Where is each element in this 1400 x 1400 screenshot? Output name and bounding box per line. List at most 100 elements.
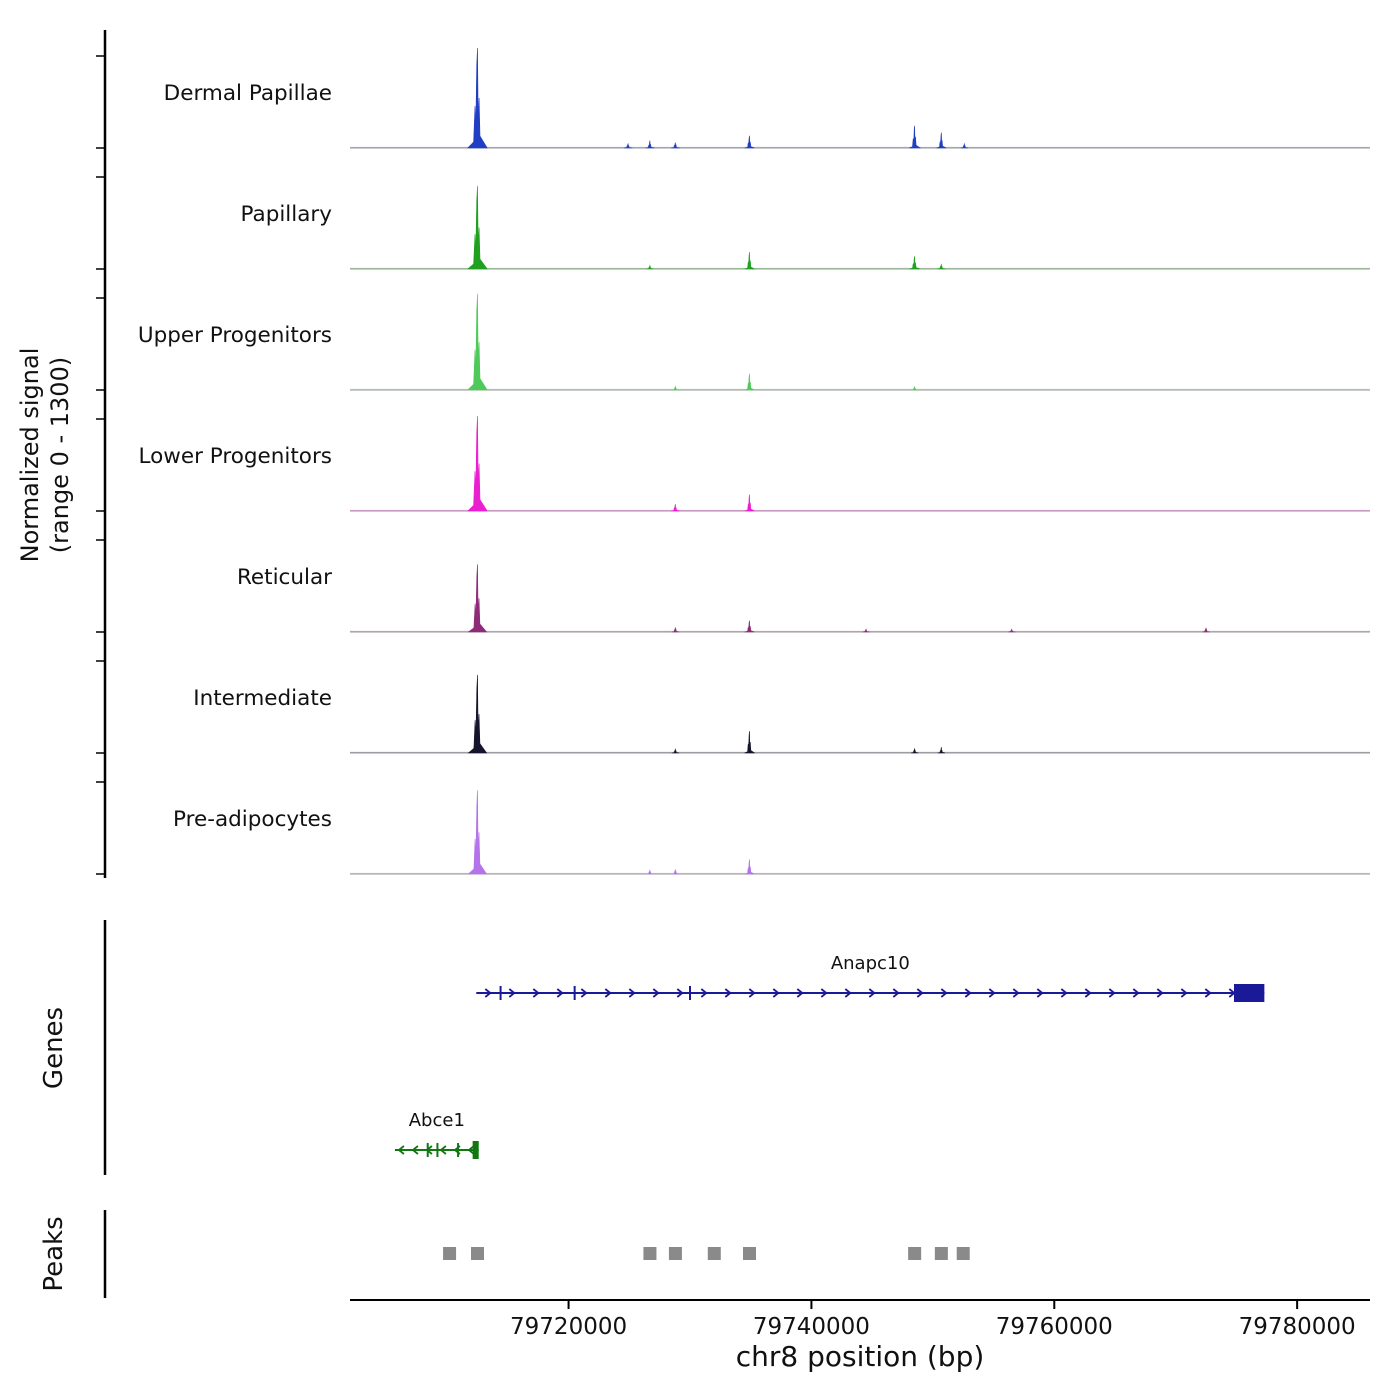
strand-arrow [988,988,996,998]
strand-arrow [397,1145,405,1155]
strand-arrow [772,988,780,998]
strand-arrow [604,988,612,998]
peak-region-box [668,1247,682,1260]
strand-arrow [1156,988,1164,998]
signal-peak [671,748,680,754]
signal-peak [744,620,755,633]
peak-region-box [908,1247,922,1260]
strand-arrow [467,1145,475,1155]
signal-peak [671,504,680,512]
gene-name-label: Abce1 [409,1110,465,1131]
signal-peak [744,494,756,512]
signal-peak [909,256,921,270]
gene-name-label: Anapc10 [831,953,910,974]
signal-peak [1008,628,1016,633]
x-axis-group: 79720000 79740000 79760000 79780000 [350,1299,1370,1340]
peak-region-box [934,1247,948,1260]
signal-peak [744,859,755,875]
gene-end-exon-block [472,1141,479,1159]
x-tick-label: 79780000 [1239,1314,1356,1340]
strand-arrow [916,988,924,998]
strand-arrow [1180,988,1188,998]
strand-arrow [532,988,540,998]
strand-arrow [1036,988,1044,998]
strand-arrow [700,988,708,998]
peak-region-box [443,1247,457,1260]
track-label: Dermal Papillae [164,81,332,106]
strand-arrow [580,988,588,998]
signal-track: Reticular [96,539,1370,633]
signal-tracks-group: Dermal Papillae Papillary Upper Progenitor… [96,47,1370,875]
signal-peak [466,185,488,270]
strand-arrow [1132,988,1140,998]
track-label: Reticular [237,565,332,590]
strand-arrow [748,988,756,998]
signal-track: Papillary [96,176,1370,270]
signal-peak [1202,627,1210,633]
strand-arrow [868,988,876,998]
strand-arrow [820,988,828,998]
signal-peak [645,140,655,149]
signal-track: Lower Progenitors [96,415,1370,512]
signal-peak [467,293,488,391]
signal-peak [623,142,633,149]
signal-peak [467,415,488,512]
signal-peak [937,263,946,270]
signal-peak [960,142,969,149]
signal-peak [909,125,922,149]
strand-arrow [940,988,948,998]
signal-track: Dermal Papillae [96,47,1370,149]
signal-peak [744,373,755,391]
strand-arrow [1084,988,1092,998]
x-tick-label: 79720000 [510,1314,627,1340]
strand-arrow [439,1145,447,1155]
track-label: Papillary [241,202,333,227]
signal-peak [646,264,654,270]
gene-end-exon-block [1234,984,1265,1002]
signal-track: Upper Progenitors [96,293,1370,391]
strand-arrow [796,988,804,998]
peak-region-box [707,1247,721,1260]
strand-arrow [652,988,660,998]
peaks-section-label: Peaks [39,1216,69,1291]
signal-peak [744,252,756,270]
signal-track: Pre-adipocytes [96,781,1370,875]
strand-arrow [1060,988,1068,998]
y-axis-label-line2: (range 0 - 1300) [46,357,74,553]
track-label: Pre-adipocytes [173,807,332,832]
strand-arrow [1204,988,1212,998]
signal-peak [910,386,919,391]
signal-peak [646,869,654,875]
signal-track: Intermediate [96,660,1370,754]
y-axis-label-line1: Normalized signal [16,348,44,563]
strand-arrow [411,1145,419,1155]
signal-peak [467,47,488,149]
genes-section-label: Genes [39,1007,69,1089]
signal-peak [467,564,488,633]
gene-glyph-abce1: Abce1 [394,1110,479,1159]
strand-arrow [676,988,684,998]
peak-region-box [956,1247,970,1260]
strand-arrow [892,988,900,998]
genes-track-group: Anapc10 Abce1 [394,953,1265,1159]
strand-arrow [1108,988,1116,998]
peaks-track-group [443,1247,970,1260]
peak-region-box [471,1247,484,1260]
peak-region-box [643,1247,657,1260]
signal-peak [671,869,680,875]
gene-glyph-anapc10: Anapc10 [476,953,1265,1002]
strand-arrow [508,988,516,998]
signal-peak [937,747,946,754]
strand-arrow [556,988,564,998]
x-tick-label: 79760000 [996,1314,1113,1340]
strand-arrow [964,988,972,998]
track-label: Upper Progenitors [138,323,332,348]
signal-peak [936,132,947,149]
strand-arrow [1012,988,1020,998]
signal-peak [671,142,680,149]
strand-arrow [628,988,636,998]
x-axis-title: chr8 position (bp) [736,1340,985,1373]
signal-peak [467,674,488,754]
track-label: Intermediate [193,686,332,711]
